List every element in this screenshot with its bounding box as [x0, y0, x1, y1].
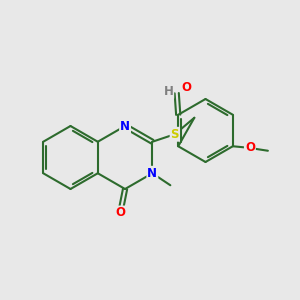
Text: O: O: [181, 81, 191, 94]
Text: N: N: [120, 119, 130, 133]
Text: O: O: [245, 141, 255, 154]
Text: O: O: [116, 206, 126, 220]
Text: S: S: [171, 128, 179, 141]
Text: N: N: [147, 167, 157, 180]
Text: H: H: [164, 85, 173, 98]
